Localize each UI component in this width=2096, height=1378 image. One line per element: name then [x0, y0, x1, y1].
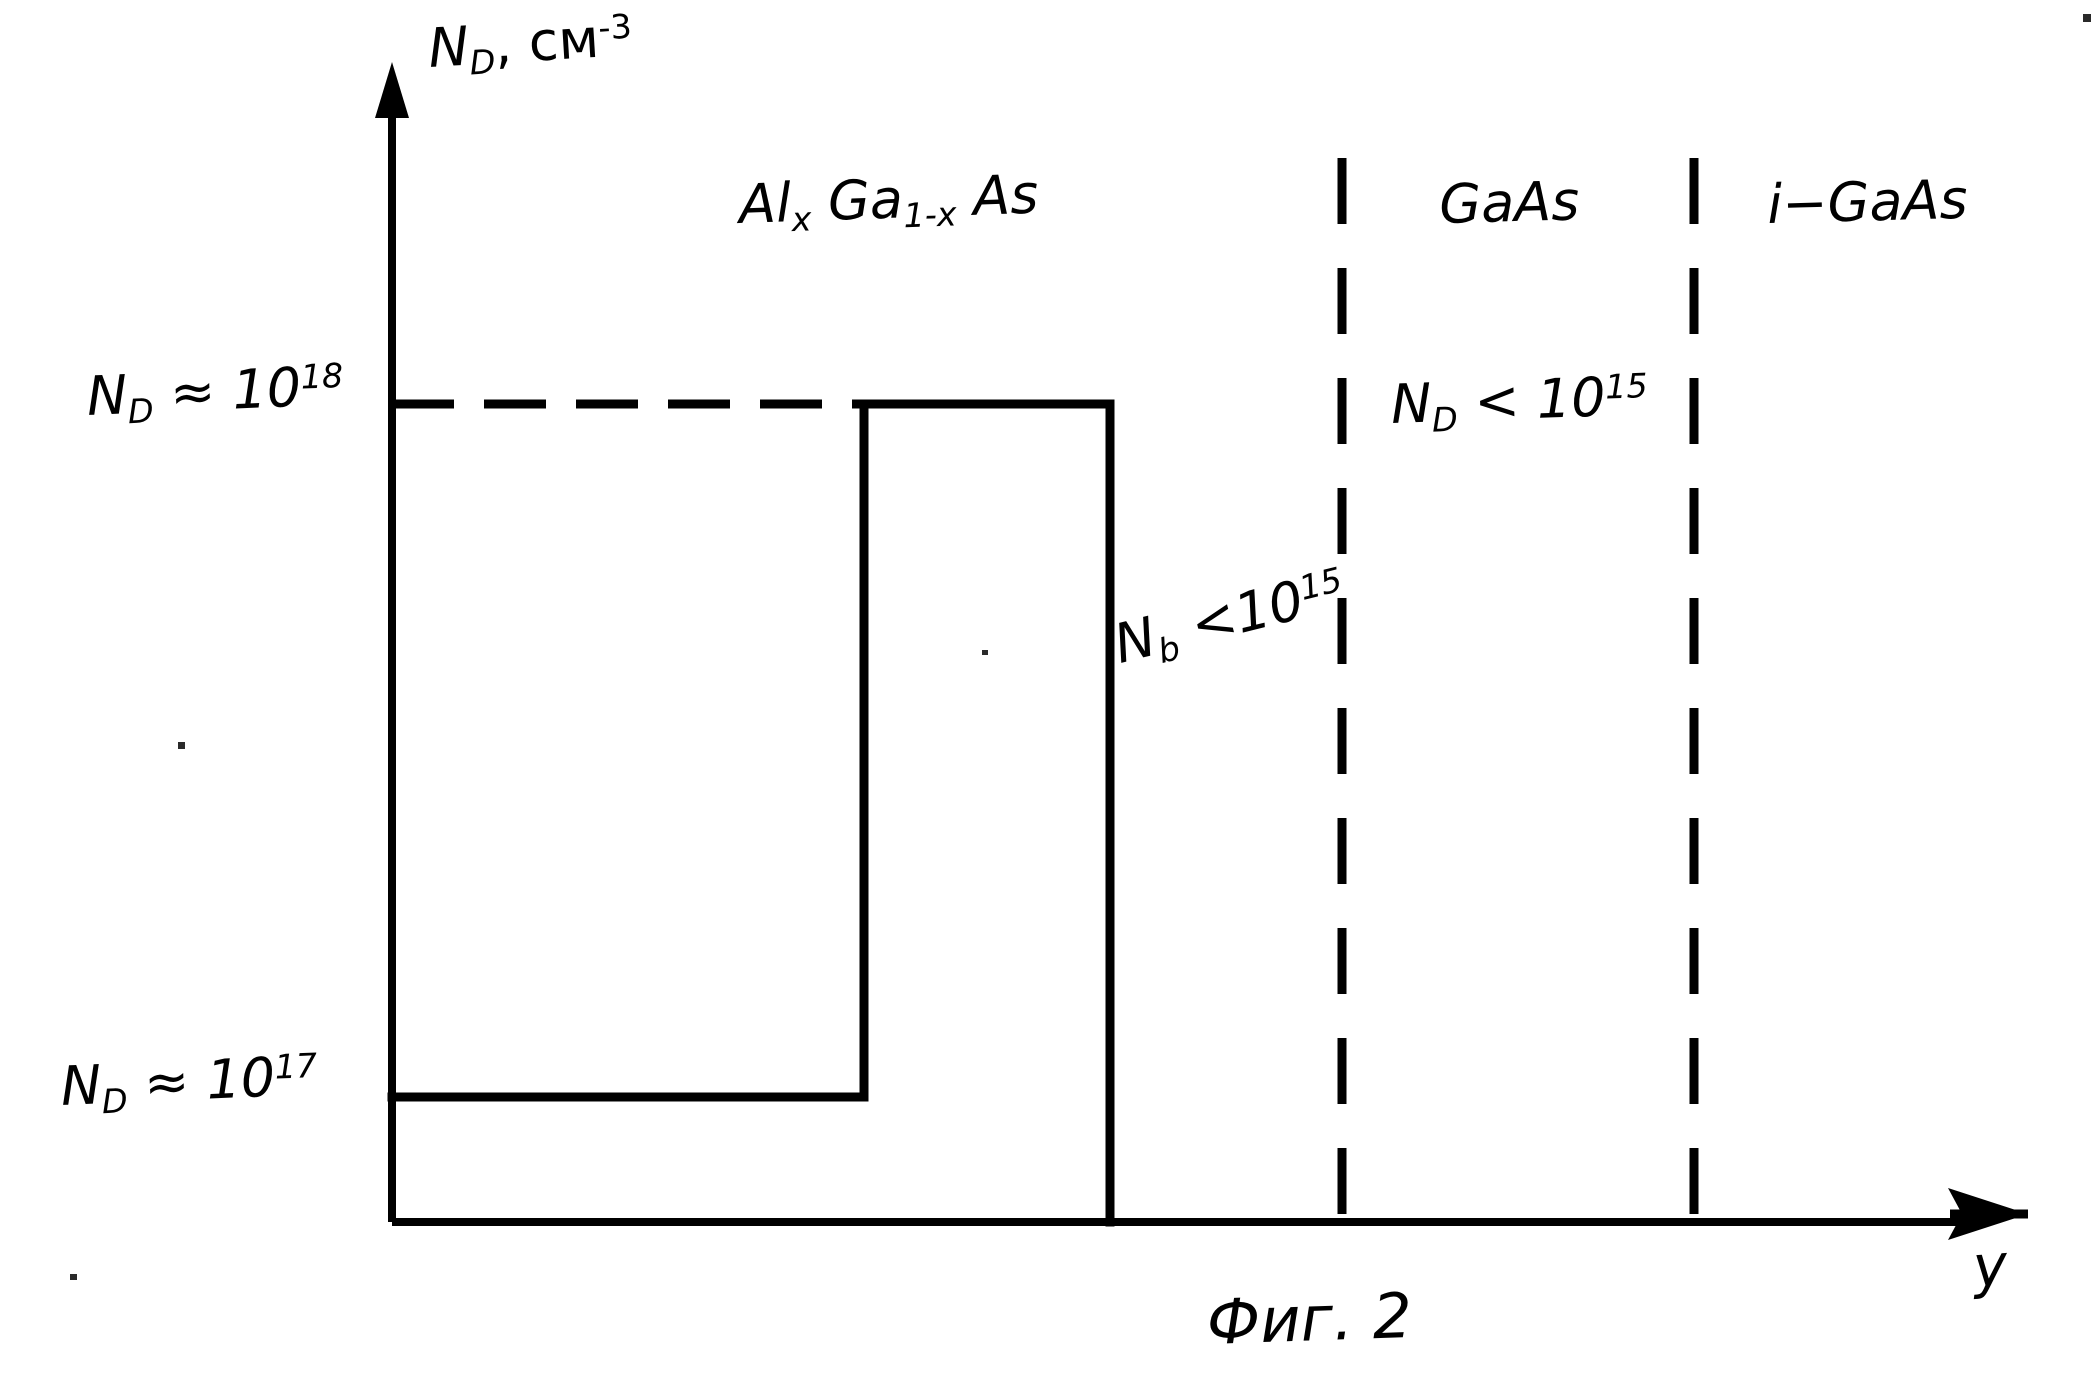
y-tick-1e18-subscript: D: [127, 391, 154, 431]
doping-profile-curve: [392, 404, 1110, 1222]
region-label-algaas: Alx Ga1-x As: [738, 168, 1039, 232]
algaas-as: As: [955, 163, 1039, 229]
algaas-subscript-1-x: 1-x: [903, 194, 958, 235]
x-axis-title: y: [1971, 1236, 2009, 1296]
algaas-subscript-x: x: [791, 200, 812, 240]
algaas-l: l: [775, 171, 792, 234]
annotation-gaas-subscript: D: [1431, 400, 1458, 440]
y-axis-title-unit: , cм: [492, 7, 600, 76]
y-axis: [375, 62, 409, 1222]
region-label-i-gaas: i−GaAs: [1767, 173, 1969, 232]
y-axis-title-base: N: [426, 15, 470, 80]
annotation-gaas-exponent: 15: [1604, 366, 1648, 406]
y-tick-label-1e18: ND ≈ 1018: [86, 359, 345, 424]
y-tick-1e17-subscript: D: [101, 1081, 128, 1121]
algaas-al: A: [738, 172, 777, 236]
annotation-gaas-relation: < 10: [1456, 366, 1606, 434]
algaas-ga: Ga: [810, 167, 904, 233]
y-tick-1e18-relation: ≈ 10: [152, 356, 303, 425]
y-tick-1e17-base: N: [59, 1053, 102, 1118]
figure-page: ND, cм-3 ND ≈ 1018 ND ≈ 1017 Alx Ga1-x A…: [0, 0, 2096, 1378]
y-axis-title-exponent: -3: [597, 6, 633, 47]
y-tick-1e17-exponent: 17: [274, 1045, 318, 1086]
y-tick-1e18-exponent: 18: [300, 355, 344, 396]
figure-caption: Фиг. 2: [1206, 1285, 1413, 1354]
annotation-gaas-base: N: [1390, 372, 1433, 436]
region-label-gaas: GaAs: [1439, 174, 1580, 232]
y-axis-title-subscript: D: [469, 42, 497, 83]
x-axis: [392, 1188, 2028, 1240]
y-tick-1e17-relation: ≈ 10: [126, 1046, 277, 1115]
y-tick-1e18-base: N: [85, 363, 128, 428]
y-tick-label-1e17: ND ≈ 1017: [60, 1049, 319, 1114]
annotation-gaas-doping: ND < 1015: [1390, 369, 1649, 432]
